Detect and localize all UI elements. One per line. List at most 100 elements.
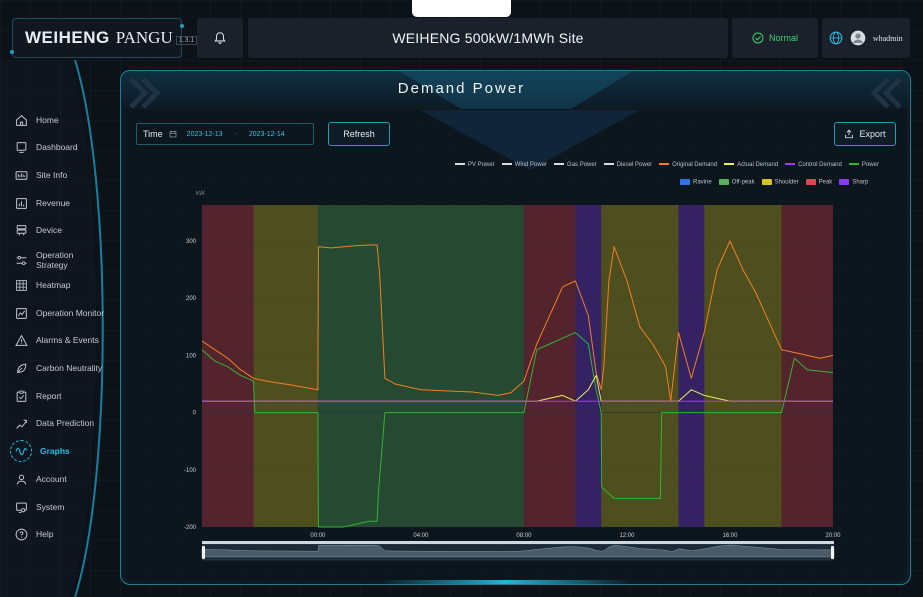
sidebar-item-operation-strategy[interactable]: Operation Strategy xyxy=(14,247,114,273)
legend-label: Control Demand xyxy=(798,162,842,168)
slider-handle-right[interactable] xyxy=(831,546,834,559)
site-title-bar: WEIHENG 500kW/1MWh Site xyxy=(248,18,728,58)
time-range-picker[interactable]: Time 2023-12-13 - 2023-12-14 xyxy=(136,123,314,145)
legend-item[interactable]: Sharp xyxy=(839,179,868,186)
sidebar-item-help[interactable]: Help xyxy=(14,523,114,545)
sidebar-item-label: Data Prediction xyxy=(36,418,95,428)
x-tick-label: 16:00 xyxy=(722,533,738,539)
legend-label: Sharp xyxy=(852,179,869,186)
home-icon xyxy=(14,113,28,127)
legend-item[interactable]: Original Demand xyxy=(659,162,717,168)
time-label: Time xyxy=(143,129,163,139)
brand-logo: WEIHENG PANGU 1.3.1 xyxy=(12,18,198,58)
legend-swatch xyxy=(718,179,729,185)
x-tick-label: 08:00 xyxy=(516,533,532,539)
legend-item[interactable]: Diesel Power xyxy=(603,162,653,168)
legend-item[interactable]: Control Demand xyxy=(785,162,842,168)
legend-item[interactable]: PV Power xyxy=(455,162,495,168)
legend-item[interactable]: Ravine xyxy=(680,179,712,186)
legend-swatch xyxy=(455,163,465,166)
user-menu[interactable]: whadmin xyxy=(822,18,910,58)
sidebar-item-alarms-events[interactable]: Alarms & Events xyxy=(14,329,114,351)
account-icon xyxy=(14,472,28,486)
series-legend: PV Power Wind Power Gas Power Diesel Power O… xyxy=(455,162,879,168)
sidebar-item-label: Dashboard xyxy=(36,142,78,152)
sidebar-item-device[interactable]: Device xyxy=(14,219,114,241)
legend-item[interactable]: Power xyxy=(848,162,879,168)
legend-swatch xyxy=(554,163,565,166)
device-icon xyxy=(14,223,28,237)
sidebar-item-label: Report xyxy=(36,391,62,401)
legend-label: Diesel Power xyxy=(616,162,653,168)
legend-swatch xyxy=(805,179,816,185)
chart-series xyxy=(201,240,834,528)
date-separator: - xyxy=(234,130,237,138)
sidebar-item-carbon-neutrality[interactable]: Carbon Neutrality xyxy=(14,357,114,379)
sidebar-item-report[interactable]: Report xyxy=(14,385,114,407)
period-legend: Ravine Off-peak Shoulder Peak Sharp xyxy=(680,179,868,186)
legend-swatch xyxy=(501,163,512,166)
period-band-peak xyxy=(781,205,833,527)
start-date-input[interactable]: 2023-12-13 xyxy=(186,130,223,138)
sidebar-item-site-info[interactable]: Site Info xyxy=(14,164,114,186)
legend-swatch xyxy=(659,163,670,166)
y-tick-label: 200 xyxy=(186,296,197,302)
y-tick-label: -100 xyxy=(184,468,197,474)
sidebar-item-label: Operation Strategy xyxy=(36,250,74,270)
x-tick-label: 04:00 xyxy=(413,533,429,539)
legend-label: PV Power xyxy=(468,162,495,168)
sidebar-item-data-prediction[interactable]: Data Prediction xyxy=(14,412,114,434)
export-button-label: Export xyxy=(859,129,886,139)
y-tick-label: -200 xyxy=(184,525,197,531)
sidebar-item-label: Device xyxy=(36,225,62,235)
legend-label: Wind Power xyxy=(514,162,548,168)
sidebar-item-label: Graphs xyxy=(40,446,70,456)
sidebar-item-label: Carbon Neutrality xyxy=(36,363,103,373)
notification-button[interactable] xyxy=(197,18,243,58)
zoom-slider[interactable] xyxy=(201,541,835,561)
check-circle-icon xyxy=(752,32,764,44)
legend-swatch xyxy=(724,163,735,166)
y-tick-label: 100 xyxy=(186,353,197,359)
legend-item[interactable]: Off-peak xyxy=(718,179,755,186)
help-icon xyxy=(14,527,28,541)
legend-item[interactable]: Shoulder xyxy=(761,179,799,186)
avatar[interactable] xyxy=(850,30,866,46)
site-info-icon xyxy=(14,168,28,182)
refresh-button[interactable]: Refresh xyxy=(328,122,390,146)
y-tick-label: 0 xyxy=(193,411,197,417)
legend-item[interactable]: Wind Power xyxy=(501,162,548,168)
end-date-input[interactable]: 2023-12-14 xyxy=(248,130,285,138)
globe-icon[interactable] xyxy=(829,31,843,45)
sidebar-item-operation-monitor[interactable]: Operation Monitor xyxy=(14,302,114,324)
alarm-icon xyxy=(14,333,28,347)
sidebar-item-system[interactable]: System xyxy=(14,496,114,518)
sidebar-item-dashboard[interactable]: Dashboard xyxy=(14,136,114,158)
export-button[interactable]: Export xyxy=(834,122,896,146)
legend-item[interactable]: Peak xyxy=(805,179,832,186)
monitor-icon xyxy=(14,306,28,320)
sidebar-item-label: Site Info xyxy=(36,170,68,180)
calendar-icon xyxy=(169,131,177,138)
y-axis-label: kW xyxy=(196,191,205,197)
x-tick-label: 00:00 xyxy=(310,533,326,539)
legend-label: Shoulder xyxy=(774,179,799,186)
decor-dot xyxy=(180,24,184,28)
sidebar-item-heatmap[interactable]: Heatmap xyxy=(14,274,114,296)
period-band-shoulder xyxy=(704,205,782,527)
decor-dot xyxy=(10,50,14,54)
legend-swatch xyxy=(839,179,850,185)
sidebar-item-graphs[interactable]: Graphs xyxy=(10,440,114,462)
panel-title: Demand Power xyxy=(397,80,526,97)
period-band-peak xyxy=(202,205,254,527)
legend-swatch xyxy=(785,163,796,166)
sidebar-item-home[interactable]: Home xyxy=(14,109,114,131)
slider-handle-left[interactable] xyxy=(202,546,205,559)
sidebar-item-revenue[interactable]: Revenue xyxy=(14,192,114,214)
legend-item[interactable]: Actual Demand xyxy=(724,162,778,168)
sidebar-item-account[interactable]: Account xyxy=(14,468,114,490)
legend-item[interactable]: Gas Power xyxy=(554,162,597,168)
sidebar: Home Dashboard Site Info Revenue Device … xyxy=(0,60,110,597)
bell-icon xyxy=(214,32,226,44)
leaf-icon xyxy=(14,361,28,375)
